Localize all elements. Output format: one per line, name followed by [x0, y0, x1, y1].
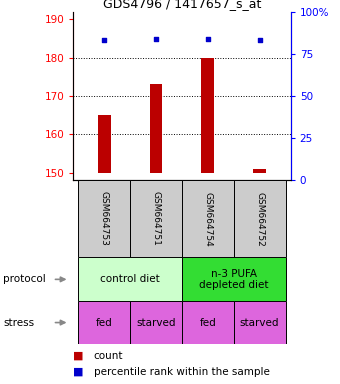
Bar	[234, 180, 286, 257]
Bar	[130, 301, 182, 344]
Bar	[182, 301, 234, 344]
Text: ■: ■	[73, 351, 84, 361]
Text: GSM664753: GSM664753	[100, 192, 109, 246]
Text: ■: ■	[73, 367, 84, 377]
Bar	[253, 169, 266, 173]
Text: fed: fed	[200, 318, 216, 328]
Bar	[234, 301, 286, 344]
Bar	[182, 257, 286, 301]
Point	[205, 35, 210, 41]
Point	[101, 37, 107, 43]
Bar	[182, 180, 234, 257]
Bar	[130, 180, 182, 257]
Bar	[78, 180, 130, 257]
Bar	[78, 257, 182, 301]
Text: percentile rank within the sample: percentile rank within the sample	[94, 367, 269, 377]
Text: GSM664754: GSM664754	[203, 192, 212, 246]
Text: starved: starved	[136, 318, 176, 328]
Text: fed: fed	[96, 318, 113, 328]
Text: starved: starved	[240, 318, 279, 328]
Text: protocol: protocol	[3, 274, 46, 285]
Text: GSM664751: GSM664751	[152, 192, 160, 246]
Bar	[98, 115, 111, 173]
Title: GDS4796 / 1417657_s_at: GDS4796 / 1417657_s_at	[103, 0, 261, 10]
Text: stress: stress	[3, 318, 35, 328]
Text: n-3 PUFA
depleted diet: n-3 PUFA depleted diet	[199, 268, 269, 290]
Point	[257, 37, 262, 43]
Text: GSM664752: GSM664752	[255, 192, 264, 246]
Text: count: count	[94, 351, 123, 361]
Point	[153, 35, 159, 41]
Bar	[78, 301, 130, 344]
Bar	[201, 58, 214, 173]
Bar	[150, 84, 163, 173]
Text: control diet: control diet	[100, 274, 160, 285]
